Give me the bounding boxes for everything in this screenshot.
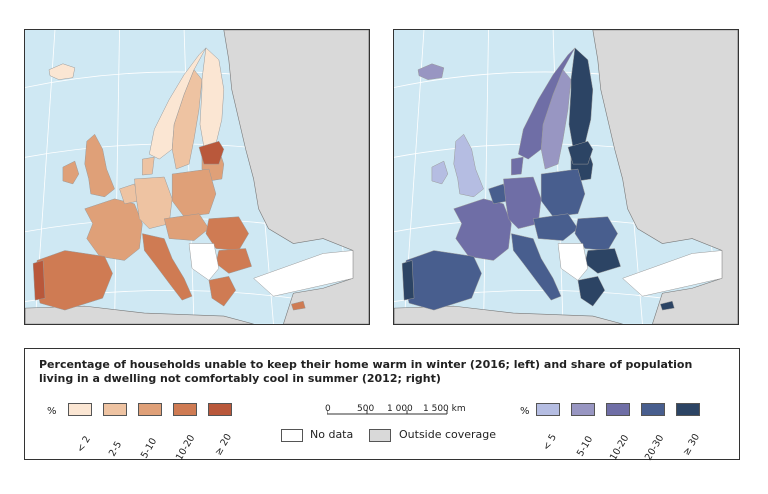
region-sweden [171,69,203,170]
region-italy [511,233,562,301]
scale-tick-500: 500 [357,404,375,414]
summer-unit-label: % [520,406,530,417]
summer-swatch-4 [641,403,665,416]
region-portugal [32,260,46,301]
region-cyprus [291,300,306,311]
winter-label-5: ≥ 20 [213,432,235,458]
legend-box: Percentage of households unable to keep … [24,348,740,463]
region-turkey-nodata [622,250,723,297]
winter-swatch-3 [138,403,162,416]
winter-label-2: 2-5 [107,439,125,459]
summer-swatch-3 [606,403,630,416]
winter-swatch-4 [173,403,197,416]
winter-map [24,29,370,325]
region-italy [142,233,193,301]
region-denmark [142,156,155,176]
winter-map-svg [25,30,369,324]
summer-swatch-2 [571,403,595,416]
region-turkey-nodata [253,250,354,297]
region-france [84,198,143,261]
region-central [532,213,579,241]
region-balkans-nodata [557,243,589,281]
scale-tick-0: 0 [325,404,331,414]
region-poland [171,168,217,217]
region-ireland [431,160,449,185]
outside-coverage-area [592,30,738,324]
winter-label-4: 10-20 [174,433,198,463]
region-finland [199,47,225,148]
winter-unit-label: % [47,406,57,417]
region-cyprus [660,300,675,311]
region-norway [518,47,576,160]
winter-label-1: < 2 [75,434,94,455]
winter-label-3: 5-10 [139,436,160,461]
outside-coverage-north-africa [25,305,254,324]
region-portugal [401,260,415,301]
region-iberia [403,250,482,311]
summer-swatch-1 [536,403,560,416]
region-uk [453,133,484,198]
region-bulgaria [584,248,621,274]
region-iceland [417,63,445,80]
legend-title: Percentage of households unable to keep … [39,358,693,385]
region-poland [540,168,586,217]
region-bulgaria [215,248,252,274]
region-iberia [34,250,113,311]
summer-map-svg [394,30,738,324]
region-lithuania [567,140,594,165]
region-norway [149,47,207,160]
region-sweden [540,69,572,170]
region-balkans-nodata [188,243,220,281]
outside-coverage-swatch [369,429,391,442]
summer-label-4: 20-30 [643,433,667,463]
region-germany [134,176,173,229]
outside-coverage-label: Outside coverage [399,428,497,441]
outside-coverage-area [223,30,369,324]
scale-tick-1000: 1 000 [387,404,413,414]
region-ireland [62,160,80,185]
region-greece [577,276,606,307]
region-central [163,213,210,241]
scale-bar [327,410,448,415]
winter-swatch-2 [103,403,127,416]
no-data-swatch [281,429,303,442]
region-denmark [511,156,524,176]
summer-map [393,29,739,325]
summer-label-3: 10-20 [608,433,632,463]
region-iceland [48,63,76,80]
summer-label-2: 5-10 [575,434,596,459]
region-germany [503,176,542,229]
summer-swatch-5 [676,403,700,416]
winter-swatch-5 [208,403,232,416]
region-france [453,198,512,261]
region-uk [84,133,115,198]
summer-label-1: < 5 [541,432,560,453]
no-data-label: No data [310,428,354,441]
outside-coverage-north-africa [394,305,623,324]
region-greece [208,276,237,307]
region-finland [568,47,594,148]
summer-label-5: ≥ 30 [681,432,703,458]
scale-tick-1500: 1 500 km [423,404,466,414]
region-lithuania [198,140,225,165]
winter-swatch-1 [68,403,92,416]
